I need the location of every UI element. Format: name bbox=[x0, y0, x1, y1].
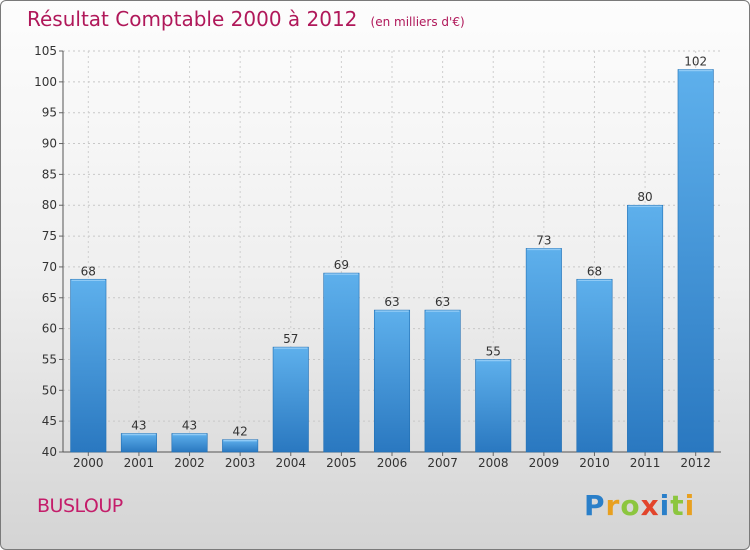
x-tick-label-2004: 2004 bbox=[275, 456, 306, 470]
x-tick-label-2012: 2012 bbox=[680, 456, 711, 470]
data-label-2003: 42 bbox=[233, 425, 248, 439]
bar-2005 bbox=[323, 272, 360, 453]
y-tick-label: 95 bbox=[42, 106, 57, 120]
data-label-2004: 57 bbox=[283, 332, 298, 346]
logo-letter: o bbox=[620, 489, 641, 522]
data-label-2005: 69 bbox=[334, 258, 349, 272]
commune-name: BUSLOUP bbox=[37, 495, 123, 517]
bar-2008 bbox=[475, 359, 512, 453]
bar-2000 bbox=[70, 278, 107, 453]
bar-2003 bbox=[222, 439, 259, 453]
x-tick-label-2011: 2011 bbox=[630, 456, 661, 470]
logo-letter: x bbox=[640, 489, 660, 522]
data-label-2011: 80 bbox=[637, 190, 652, 204]
bar-2002 bbox=[171, 433, 208, 453]
y-tick-label: 100 bbox=[34, 75, 57, 89]
data-label-2001: 43 bbox=[131, 418, 146, 432]
bar-2004 bbox=[272, 346, 309, 453]
logo-letter: P bbox=[584, 489, 606, 522]
bar-2012 bbox=[677, 69, 714, 453]
logo-letter: i bbox=[659, 489, 671, 522]
bar-2009 bbox=[525, 248, 562, 453]
data-label-2006: 63 bbox=[384, 295, 399, 309]
y-tick-label: 50 bbox=[42, 383, 57, 397]
bar-2001 bbox=[120, 433, 157, 453]
chart-title-main: Résultat Comptable 2000 à 2012 bbox=[27, 7, 358, 31]
y-tick-label: 60 bbox=[42, 322, 57, 336]
bar-2010 bbox=[576, 278, 613, 453]
data-label-2000: 68 bbox=[81, 264, 96, 278]
chart-subtitle: (en milliers d'€) bbox=[370, 15, 465, 29]
x-tick-label-2007: 2007 bbox=[427, 456, 458, 470]
proxiti-logo: Proxiti bbox=[584, 489, 695, 522]
logo-letter: t bbox=[670, 489, 685, 522]
data-label-2007: 63 bbox=[435, 295, 450, 309]
data-label-2009: 73 bbox=[536, 233, 551, 247]
data-label-2010: 68 bbox=[587, 264, 602, 278]
y-tick-label: 40 bbox=[42, 445, 57, 459]
x-tick-label-2003: 2003 bbox=[225, 456, 256, 470]
labels: 40 45 50 55 60 65 70 75 80 85 90 95 100 105 68 2000 43 20… bbox=[34, 44, 711, 470]
y-tick-label: 90 bbox=[42, 137, 57, 151]
x-tick-label-2008: 2008 bbox=[478, 456, 509, 470]
data-label-2002: 43 bbox=[182, 418, 197, 432]
chart-title: Résultat Comptable 2000 à 2012 (en milli… bbox=[27, 7, 465, 31]
x-tick-label-2000: 2000 bbox=[73, 456, 104, 470]
logo-letter: i bbox=[684, 489, 696, 522]
bars bbox=[70, 69, 714, 453]
x-tick-label-2010: 2010 bbox=[579, 456, 610, 470]
data-label-2008: 55 bbox=[486, 344, 501, 358]
bar-2007 bbox=[424, 309, 461, 453]
y-tick-label: 70 bbox=[42, 260, 57, 274]
x-tick-label-2002: 2002 bbox=[174, 456, 205, 470]
y-tick-label: 80 bbox=[42, 198, 57, 212]
logo-letter: r bbox=[605, 489, 621, 522]
y-tick-label: 45 bbox=[42, 414, 57, 428]
bar-2006 bbox=[373, 309, 411, 453]
x-tick-label-2001: 2001 bbox=[124, 456, 155, 470]
y-tick-label: 55 bbox=[42, 352, 57, 366]
x-tick-label-2005: 2005 bbox=[326, 456, 357, 470]
data-label-2012: 102 bbox=[684, 55, 707, 69]
y-tick-label: 85 bbox=[42, 167, 57, 181]
x-tick-label-2006: 2006 bbox=[377, 456, 408, 470]
y-tick-label: 65 bbox=[42, 291, 57, 305]
x-tick-label-2009: 2009 bbox=[529, 456, 560, 470]
bar-2011 bbox=[627, 204, 664, 453]
y-tick-label: 105 bbox=[34, 44, 57, 58]
y-tick-label: 75 bbox=[42, 229, 57, 243]
